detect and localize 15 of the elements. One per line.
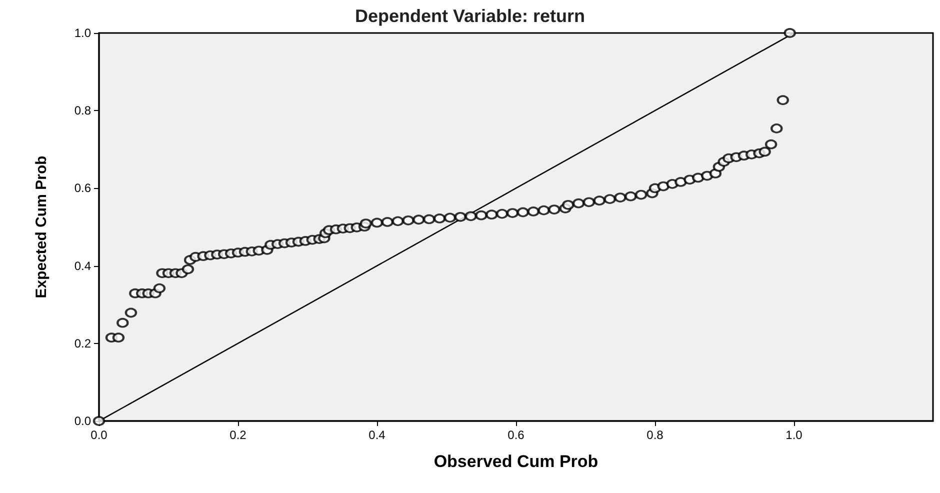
y-axis-title: Expected Cum Prob [33, 156, 50, 298]
x-tick-label: 0.2 [230, 428, 247, 442]
y-tick-label: 0.8 [74, 104, 92, 118]
x-axis-title: Observed Cum Prob [434, 452, 598, 471]
y-tick-label: 0.0 [74, 414, 92, 428]
x-tick-label: 1.0 [786, 428, 803, 442]
x-tick-label: 0.6 [508, 428, 525, 442]
y-tick-label: 0.2 [74, 336, 92, 350]
chart-title: Dependent Variable: return [354, 6, 586, 26]
x-tick-label: 0.8 [646, 428, 664, 442]
x-tick-label: 0.4 [368, 428, 386, 442]
y-tick-label: 0.6 [74, 181, 92, 196]
y-tick-label: 0.4 [74, 258, 92, 273]
y-tick-label: 1.0 [74, 26, 92, 40]
x-tick-label: 0.0 [90, 428, 108, 442]
